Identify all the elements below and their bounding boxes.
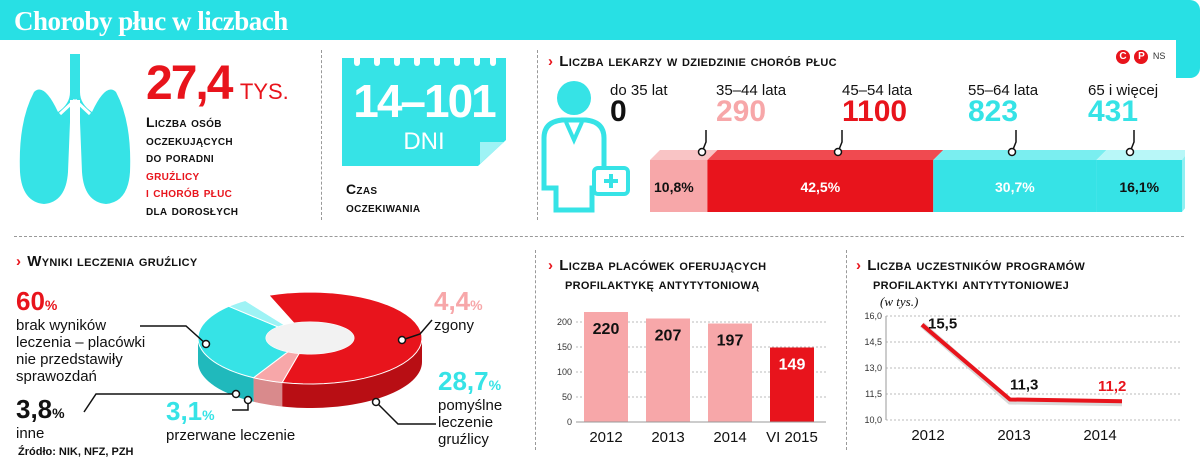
- bar-top-2: [933, 150, 1107, 160]
- tb-title: › Wyniki leczenia gruźlicy: [16, 253, 198, 270]
- clinic-x-label-0: 2012: [589, 429, 622, 446]
- y-tick-label: 10,0: [864, 415, 882, 425]
- divider: [846, 250, 847, 450]
- leader-dot-3: [1125, 147, 1135, 157]
- source-note: Źródło: NIK, NFZ, PZH: [18, 446, 134, 458]
- y-tick-label: 150: [557, 342, 572, 352]
- clinic-bar-1: [646, 318, 690, 422]
- tb-seg-60: 60% brak wyników leczenia – placówki nie…: [16, 286, 146, 385]
- tb-seg-inne: 3,8% inne: [16, 394, 65, 442]
- stat-waiting-caption: Liczba osób oczekujących do poradni gruź…: [146, 114, 239, 218]
- age-label-4: 55–64 lata: [968, 82, 1039, 99]
- stat-wait-caption: Czas oczekiwania: [346, 181, 421, 215]
- clinic-bar-2: [708, 323, 752, 422]
- clinic-x-label-2: 2014: [713, 429, 746, 446]
- leader-dot-0: [697, 147, 707, 157]
- tb-donut: [197, 291, 423, 408]
- x-tick-label-0: 2012: [911, 427, 944, 444]
- age-label-3: 45–54 lata: [842, 82, 913, 99]
- age-label-2: 35–44 lata: [716, 82, 787, 99]
- share-bar-2: [933, 160, 1097, 212]
- stat-wait-value: 14–101: [353, 75, 497, 127]
- age-count-1: 0: [610, 95, 627, 128]
- doctors-title: › Liczba lekarzy w dziedzinie chorób płuc: [548, 53, 837, 70]
- donut-wall-0: [282, 338, 422, 408]
- stat-waiting-value: 27,4: [146, 57, 233, 110]
- y-tick-label: 16,0: [864, 311, 882, 321]
- clinic-value-1: 207: [655, 328, 682, 345]
- clinic-bar-3: [770, 347, 814, 422]
- point-label-0: 15,5: [928, 316, 957, 333]
- bar-top-3: [1096, 150, 1185, 160]
- participants-unit: (w tys.): [880, 294, 919, 309]
- bar-top-0: [650, 150, 718, 160]
- divider: [537, 50, 538, 220]
- calendar-icon: [342, 50, 506, 166]
- y-tick-label: 14,5: [864, 337, 882, 347]
- share-label-3: 16,1%: [1119, 179, 1159, 195]
- share-label-2: 30,7%: [995, 179, 1035, 195]
- y-tick-label: 0: [567, 417, 572, 427]
- participants-chart: 10,0 11,5 13,0 14,5 16,0 15,5 11,3 11,2 2012 2013…: [864, 311, 1180, 444]
- age-label-5: 65 i więcej: [1088, 82, 1159, 99]
- stat-waiting-patients: 27,4 TYS.: [146, 56, 289, 111]
- divider: [321, 50, 322, 220]
- clinic-bar-0: [584, 312, 628, 422]
- y-tick-label: 11,5: [865, 389, 882, 399]
- y-tick-label: 50: [562, 392, 572, 402]
- clinic-value-3: 149: [779, 357, 806, 374]
- age-count-2: 290: [716, 95, 767, 128]
- tb-seg-przerwane: 3,1% przerwane leczenie: [166, 396, 296, 444]
- share-bar-0: [650, 160, 708, 212]
- donut-hole: [266, 322, 354, 354]
- point-label-2: 11,2: [1098, 378, 1126, 395]
- leader-dot-1: [833, 147, 843, 157]
- clinic-x-label-3: VI 2015: [766, 429, 818, 446]
- page-title: Choroby płuc w liczbach: [14, 6, 288, 36]
- age-count-3: 1100: [842, 95, 908, 128]
- x-tick-label-1: 2013: [997, 427, 1030, 444]
- donut-wall-2: [198, 338, 254, 402]
- header-bar: Choroby płuc w liczbach: [0, 0, 1188, 40]
- participants-title: › Liczba uczestników programów profilakty…: [856, 257, 1086, 293]
- y-tick-label: 100: [557, 367, 572, 377]
- clinic-value-2: 197: [717, 333, 744, 350]
- share-label-0: 10,8%: [654, 179, 694, 195]
- age-count-5: 431: [1088, 95, 1139, 128]
- y-tick-label: 200: [557, 317, 572, 327]
- stat-waiting-unit: TYS.: [239, 79, 289, 104]
- doctor-icon: [541, 81, 630, 213]
- bar-top-1: [707, 150, 944, 160]
- donut-wall-1: [253, 377, 283, 407]
- header-edge: [1176, 0, 1200, 78]
- stat-wait-unit: DNI: [403, 128, 445, 155]
- clinic-value-0: 220: [593, 321, 620, 338]
- share-bar-1: [707, 160, 934, 212]
- tb-seg-zgony: 4,4% zgony: [434, 286, 483, 334]
- copyright-logo: C P NS: [1116, 46, 1165, 64]
- series-line: [920, 323, 1123, 404]
- divider: [535, 250, 536, 450]
- age-count-4: 823: [968, 95, 1019, 128]
- divider: [14, 236, 1184, 237]
- tb-seg-pomyslne: 28,7% pomyślne leczenie gruźlicy: [438, 366, 503, 448]
- bar-side: [1182, 156, 1185, 212]
- clinics-chart: 0 50 100 150 200 220 2012 207 2013 197 2014 149 VI 2…: [557, 312, 826, 446]
- y-tick-label: 13,0: [864, 363, 882, 373]
- clinics-title: › Liczba placówek oferujących profilaktyk…: [548, 257, 767, 293]
- share-bar-3: [1096, 160, 1182, 212]
- point-label-1: 11,3: [1010, 376, 1038, 393]
- share-label-1: 42,5%: [800, 179, 840, 195]
- lungs-icon: [19, 54, 131, 204]
- age-label-1: do 35 lat: [610, 82, 668, 99]
- doctors-bar: 10,8% 42,5% 30,7% 16,1%: [650, 130, 1185, 212]
- x-tick-label-2: 2014: [1083, 427, 1116, 444]
- clinic-x-label-1: 2013: [651, 429, 684, 446]
- leader-dot-2: [1007, 147, 1017, 157]
